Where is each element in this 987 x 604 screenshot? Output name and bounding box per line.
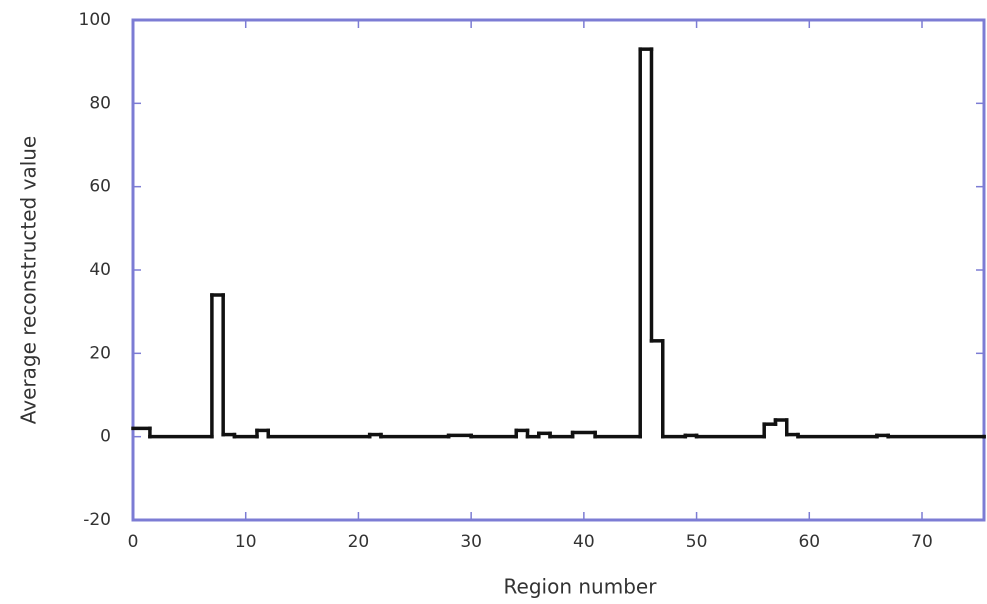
y-tick-label: 40 xyxy=(89,260,111,280)
y-tick-label: 20 xyxy=(89,343,111,363)
plot-frame xyxy=(131,18,986,522)
x-tick-label: 50 xyxy=(686,532,708,552)
x-tick-label: 30 xyxy=(460,532,482,552)
y-tick-label: 0 xyxy=(100,427,111,447)
y-tick-label: 80 xyxy=(89,93,111,113)
y-tick-label: 60 xyxy=(89,177,111,197)
x-tick-label: 70 xyxy=(911,532,933,552)
x-tick-label: 40 xyxy=(573,532,595,552)
y-axis-title: Average reconstructed value xyxy=(17,136,41,424)
y-tick-label: -20 xyxy=(83,510,111,530)
x-tick-label: 10 xyxy=(235,532,257,552)
x-axis-title: Region number xyxy=(504,575,658,599)
y-tick-label: 100 xyxy=(79,10,111,30)
x-tick-label: 20 xyxy=(348,532,370,552)
x-tick-label: 0 xyxy=(128,532,139,552)
x-tick-label: 60 xyxy=(798,532,820,552)
